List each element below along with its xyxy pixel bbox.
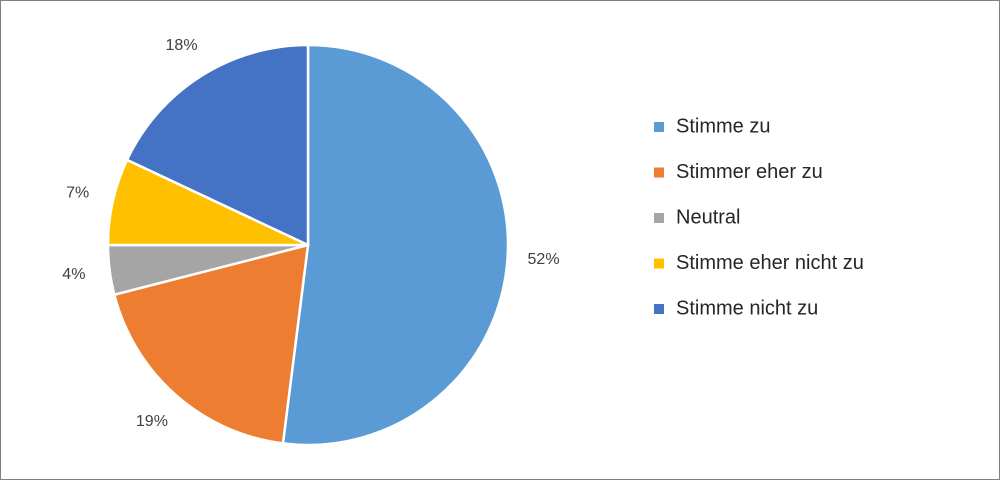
- pie-slice: [125, 43, 310, 247]
- pie-slice: [112, 243, 310, 445]
- pie-slice: [281, 43, 510, 447]
- data-label: 52%: [528, 251, 560, 268]
- legend-swatch: [654, 213, 664, 223]
- data-label: 4%: [62, 266, 85, 283]
- legend-swatch: [654, 258, 664, 269]
- legend-label: Stimme zu: [676, 115, 770, 137]
- data-label: 19%: [136, 413, 168, 430]
- legend-swatch: [654, 167, 664, 178]
- data-label: 7%: [66, 185, 89, 202]
- legend-swatch: [654, 122, 664, 132]
- legend-label: Neutral: [676, 206, 740, 228]
- legend-label: Stimmer eher zu: [676, 161, 823, 183]
- legend-swatch: [654, 304, 664, 314]
- legend-label: Stimme nicht zu: [676, 297, 818, 319]
- legend-label: Stimme eher nicht zu: [676, 252, 864, 274]
- data-label: 18%: [166, 37, 198, 54]
